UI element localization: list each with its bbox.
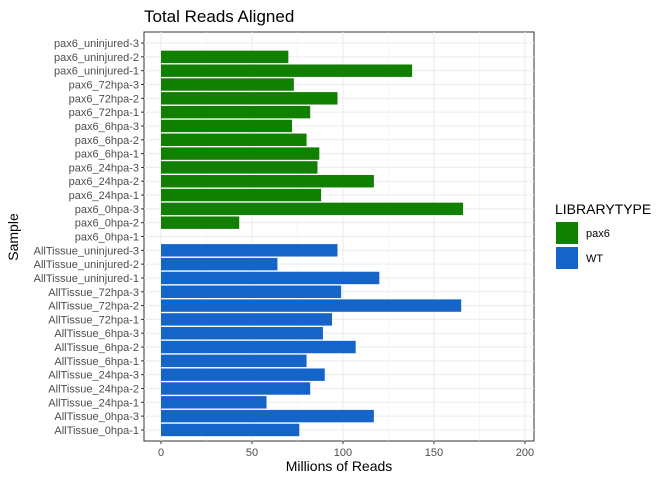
y-tick-label: AllTissue_24hpa-3 bbox=[48, 370, 139, 382]
bar-pax6_0hpa-2 bbox=[161, 216, 240, 229]
bar-pax6_6hpa-1 bbox=[161, 147, 320, 160]
bar-AllTissue_6hpa-3 bbox=[161, 327, 323, 340]
bar-AllTissue_uninjured-2 bbox=[161, 257, 278, 271]
y-axis-title: Sample bbox=[5, 213, 21, 261]
x-tick-label: 50 bbox=[246, 447, 258, 459]
legend-swatch-pax6 bbox=[556, 222, 578, 244]
bar-pax6_6hpa-3 bbox=[161, 119, 293, 133]
bar-AllTissue_72hpa-2 bbox=[161, 299, 462, 312]
bar-AllTissue_0hpa-3 bbox=[161, 409, 374, 423]
legend-label-pax6: pax6 bbox=[586, 228, 610, 240]
bar-AllTissue_72hpa-3 bbox=[161, 285, 342, 298]
y-tick-label: pax6_24hpa-1 bbox=[69, 190, 139, 202]
bar-pax6_72hpa-2 bbox=[161, 92, 338, 105]
y-tick-label: pax6_24hpa-2 bbox=[69, 176, 139, 188]
y-tick-label: AllTissue_24hpa-1 bbox=[48, 397, 139, 409]
bar-AllTissue_6hpa-1 bbox=[161, 354, 307, 368]
y-tick-label: AllTissue_0hpa-1 bbox=[54, 425, 139, 437]
y-tick-label: pax6_6hpa-1 bbox=[75, 149, 139, 161]
chart-title: Total Reads Aligned bbox=[144, 7, 294, 26]
y-tick-label: AllTissue_uninjured-1 bbox=[34, 273, 139, 285]
y-tick-label: AllTissue_72hpa-1 bbox=[48, 314, 139, 326]
y-tick-label: pax6_72hpa-3 bbox=[69, 80, 139, 92]
y-tick-label: pax6_6hpa-3 bbox=[75, 121, 139, 133]
legend-title: LIBRARYTYPE bbox=[555, 201, 651, 217]
x-axis-title: Millions of Reads bbox=[286, 458, 393, 474]
bar-pax6_72hpa-1 bbox=[161, 105, 311, 119]
bar-pax6_uninjured-2 bbox=[161, 50, 289, 64]
bar-pax6_6hpa-2 bbox=[161, 133, 307, 146]
y-tick-label: AllTissue_72hpa-3 bbox=[48, 287, 139, 299]
y-tick-label: AllTissue_0hpa-3 bbox=[54, 411, 139, 423]
y-tick-label: pax6_0hpa-3 bbox=[75, 204, 139, 216]
bar-pax6_24hpa-2 bbox=[161, 175, 374, 188]
legend-label-WT: WT bbox=[586, 253, 603, 265]
y-tick-label: AllTissue_uninjured-3 bbox=[34, 245, 139, 257]
y-tick-label: AllTissue_6hpa-1 bbox=[54, 356, 139, 368]
y-tick-label: pax6_0hpa-1 bbox=[75, 232, 139, 244]
bars bbox=[161, 50, 464, 437]
x-tick-label: 0 bbox=[158, 447, 164, 459]
y-tick-label: pax6_24hpa-3 bbox=[69, 162, 139, 174]
x-axis-ticks: 0 50 100 150 200 bbox=[158, 441, 534, 459]
bar-pax6_0hpa-3 bbox=[161, 202, 464, 216]
bar-AllTissue_uninjured-3 bbox=[161, 244, 338, 257]
bar-pax6_72hpa-3 bbox=[161, 78, 294, 91]
bar-AllTissue_24hpa-1 bbox=[161, 396, 267, 409]
y-axis-ticks: pax6_uninjured-3 pax6_uninjured-2 pax6_uni… bbox=[34, 38, 144, 437]
x-tick-label: 150 bbox=[425, 447, 443, 459]
bar-pax6_24hpa-3 bbox=[161, 161, 318, 174]
y-tick-label: AllTissue_uninjured-2 bbox=[34, 259, 139, 271]
y-tick-label: AllTissue_6hpa-3 bbox=[54, 328, 139, 340]
y-tick-label: AllTissue_6hpa-2 bbox=[54, 342, 139, 354]
y-tick-label: AllTissue_72hpa-2 bbox=[48, 301, 139, 313]
bar-AllTissue_72hpa-1 bbox=[161, 313, 333, 326]
y-tick-label: AllTissue_24hpa-2 bbox=[48, 383, 139, 395]
bar-pax6_uninjured-1 bbox=[161, 64, 413, 77]
bar-AllTissue_6hpa-2 bbox=[161, 340, 356, 354]
bar-AllTissue_24hpa-3 bbox=[161, 368, 325, 381]
y-tick-label: pax6_0hpa-2 bbox=[75, 218, 139, 230]
x-tick-label: 200 bbox=[516, 447, 534, 459]
bar-AllTissue_0hpa-1 bbox=[161, 423, 300, 437]
x-tick-label: 100 bbox=[334, 447, 352, 459]
bar-AllTissue_uninjured-1 bbox=[161, 271, 380, 285]
bar-AllTissue_24hpa-2 bbox=[161, 382, 311, 395]
legend-items: pax6 WT bbox=[556, 222, 610, 269]
y-tick-label: pax6_72hpa-2 bbox=[69, 93, 139, 105]
y-tick-label: pax6_uninjured-1 bbox=[54, 66, 139, 78]
y-tick-label: pax6_uninjured-3 bbox=[54, 38, 139, 50]
legend: LIBRARYTYPE pax6 WT bbox=[555, 201, 651, 269]
legend-swatch-WT bbox=[556, 247, 578, 269]
y-tick-label: pax6_6hpa-2 bbox=[75, 135, 139, 147]
y-tick-label: pax6_uninjured-2 bbox=[54, 52, 139, 64]
bar-pax6_24hpa-1 bbox=[161, 188, 322, 202]
y-tick-label: pax6_72hpa-1 bbox=[69, 107, 139, 119]
